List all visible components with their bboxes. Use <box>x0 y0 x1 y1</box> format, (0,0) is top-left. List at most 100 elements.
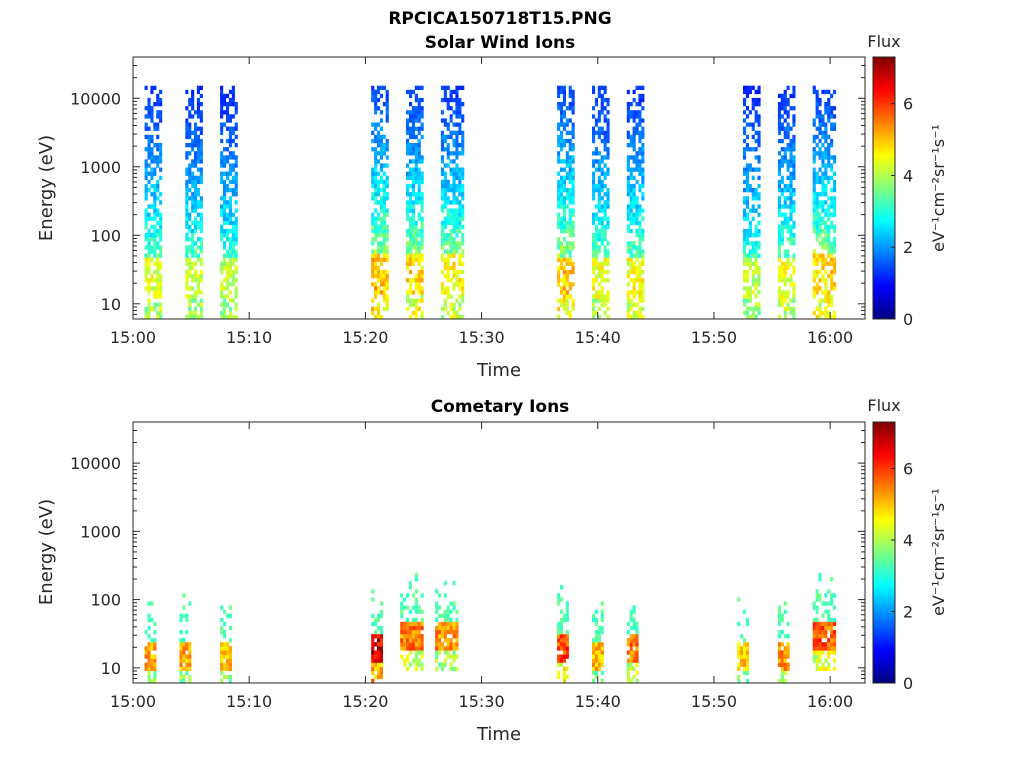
spectrogram-cell <box>382 134 386 140</box>
spectrogram-cell <box>449 638 453 643</box>
spectrogram-cell <box>199 130 203 135</box>
spectrogram-cell <box>743 102 747 107</box>
spectrogram-cell <box>833 642 837 647</box>
spectrogram-cell <box>409 151 413 156</box>
spectrogram-cell <box>777 188 781 193</box>
spectrogram-cell <box>821 613 825 618</box>
spectrogram-cell <box>199 278 203 283</box>
spectrogram-cell <box>641 216 645 221</box>
spectrogram-cell <box>182 666 186 671</box>
spectrogram-cell <box>191 298 195 303</box>
spectrogram-cell <box>185 274 189 279</box>
spectrogram-cell <box>400 593 404 598</box>
spectrogram-cell <box>452 249 456 254</box>
spectrogram-cell <box>411 634 415 639</box>
spectrogram-cell <box>557 670 561 676</box>
spectrogram-cell <box>403 630 407 635</box>
spectrogram-cell <box>406 89 410 95</box>
spectrogram-cell <box>417 106 421 111</box>
spectrogram-cell <box>638 261 642 266</box>
spectrogram-cell <box>414 85 418 90</box>
spectrogram-cell <box>818 638 822 643</box>
spectrogram-cell <box>629 646 633 651</box>
spectrogram-cell <box>737 654 741 659</box>
spectrogram-cell <box>409 175 413 180</box>
spectrogram-cell <box>417 228 421 234</box>
spectrogram-cell <box>382 282 386 287</box>
spectrogram-cell <box>641 314 645 319</box>
spectrogram-cell <box>382 306 386 311</box>
spectrogram-cell <box>446 286 450 291</box>
spectrogram-cell <box>600 265 604 271</box>
spectrogram-cell <box>818 654 822 659</box>
spectrogram-cell <box>191 175 195 180</box>
spectrogram-cell <box>597 642 601 647</box>
spectrogram-cell <box>571 183 575 189</box>
spectrogram-cell <box>812 630 816 635</box>
spectrogram-cell <box>635 114 639 119</box>
spectrogram-cell <box>379 163 383 168</box>
spectrogram-cell <box>377 646 381 651</box>
spectrogram-cell <box>417 159 421 164</box>
spectrogram-cell <box>632 89 636 95</box>
spectrogram-cell <box>592 286 596 291</box>
spectrogram-cell <box>745 89 749 95</box>
spectrogram-cell <box>417 138 421 144</box>
spectrogram-cell <box>191 220 195 226</box>
spectrogram-cell <box>827 155 831 160</box>
spectrogram-cell <box>565 630 569 635</box>
spectrogram-cell <box>830 298 834 303</box>
spectrogram-cell <box>411 147 415 152</box>
spectrogram-cell <box>568 220 572 226</box>
spectrogram-cell <box>748 224 752 230</box>
spectrogram-cell <box>406 233 410 238</box>
spectrogram-cell <box>185 286 189 291</box>
spectrogram-cell <box>786 159 790 164</box>
spectrogram-cell <box>812 310 816 316</box>
spectrogram-cell <box>156 265 160 271</box>
spectrogram-cell <box>824 89 828 95</box>
spectrogram-cell <box>194 290 198 295</box>
spectrogram-cell <box>818 118 822 123</box>
spectrogram-cell <box>385 196 389 201</box>
spectrogram-cell <box>833 621 837 627</box>
spectrogram-cell <box>420 159 424 164</box>
spectrogram-cell <box>385 269 389 275</box>
spectrogram-cell <box>638 249 642 254</box>
spectrogram-cell <box>783 155 787 160</box>
spectrogram-cell <box>420 122 424 127</box>
spectrogram-cell <box>194 261 198 266</box>
spectrogram-cell <box>600 179 604 185</box>
spectrogram-cell <box>626 241 630 246</box>
spectrogram-cell <box>821 274 825 279</box>
spectrogram-cell <box>743 274 747 279</box>
spectrogram-cell <box>786 130 790 135</box>
spectrogram-cell <box>777 208 781 213</box>
spectrogram-cell <box>228 163 232 168</box>
spectrogram-cell <box>420 286 424 291</box>
spectrogram-cell <box>557 89 561 95</box>
spectrogram-cell <box>562 97 566 103</box>
spectrogram-cell <box>414 114 418 119</box>
spectrogram-cell <box>150 601 154 606</box>
spectrogram-cell <box>150 654 154 659</box>
spectrogram-cell <box>827 151 831 156</box>
spectrogram-cell <box>592 261 596 266</box>
spectrogram-cell <box>748 220 752 226</box>
spectrogram-cell <box>196 167 200 172</box>
spectrogram-cell <box>156 233 160 238</box>
spectrogram-cell <box>592 658 596 663</box>
spectrogram-cell <box>821 310 825 316</box>
spectrogram-cell <box>568 175 572 180</box>
spectrogram-cell <box>786 261 790 266</box>
spectrogram-cell <box>815 634 819 639</box>
spectrogram-cell <box>403 638 407 643</box>
spectrogram-cell <box>379 216 383 221</box>
spectrogram-cell <box>565 290 569 295</box>
spectrogram-cell <box>833 310 837 316</box>
spectrogram-cell <box>440 245 444 250</box>
spectrogram-cell <box>792 192 796 197</box>
spectrogram-cell <box>780 228 784 234</box>
spectrogram-cell <box>557 196 561 201</box>
spectrogram-cell <box>557 159 561 164</box>
